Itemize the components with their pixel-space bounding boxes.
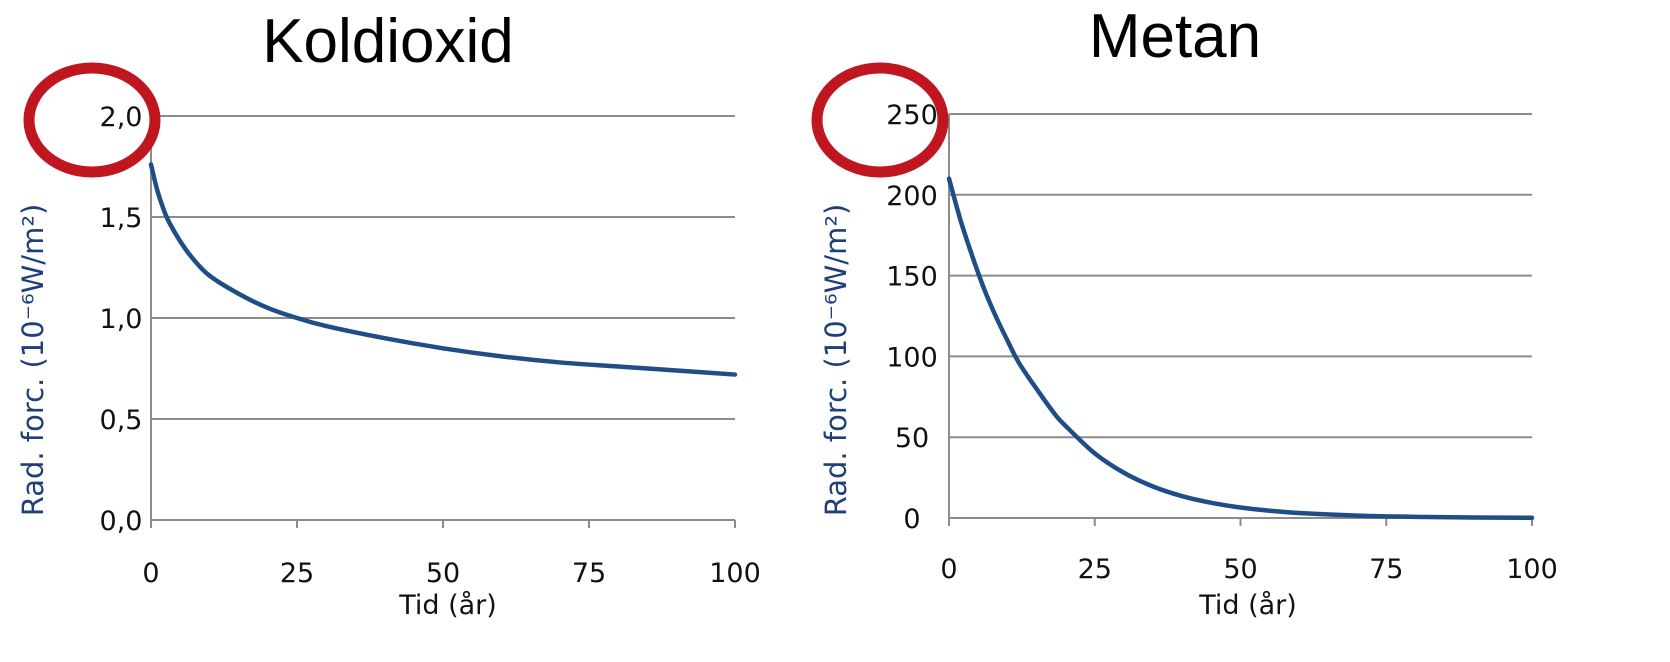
x-tick-label: 75 bbox=[1369, 554, 1403, 585]
x-tick-label: 100 bbox=[1506, 554, 1558, 585]
axes bbox=[150, 116, 736, 528]
x-axis-label: Tid (år) bbox=[398, 590, 497, 621]
chart-metan: Metan 0 50 100 150 200 250 0 25 50 75 100 Tid (år… bbox=[811, 2, 1558, 621]
y-tick-label: 50 bbox=[895, 423, 929, 454]
x-tick-label: 50 bbox=[426, 558, 460, 589]
x-tick-label: 50 bbox=[1223, 554, 1257, 585]
x-tick-label: 25 bbox=[280, 558, 314, 589]
x-tick-labels: 0 25 50 75 100 bbox=[142, 558, 760, 589]
y-axis-label: Rad. forc. (10⁻⁶W/m²) bbox=[16, 204, 50, 517]
series-line bbox=[148, 162, 738, 377]
x-axis-label: Tid (år) bbox=[1198, 590, 1297, 621]
y-tick-label: 200 bbox=[886, 181, 938, 212]
axes bbox=[948, 114, 1533, 526]
y-tick-labels: 0 50 100 150 200 250 bbox=[886, 100, 938, 535]
grid-lines bbox=[151, 115, 735, 521]
y-tick-label: 150 bbox=[886, 262, 938, 293]
y-axis-label: Rad. forc. (10⁻⁶W/m²) bbox=[819, 204, 853, 517]
x-tick-label: 100 bbox=[709, 558, 761, 589]
series-line bbox=[946, 176, 1535, 521]
y-tick-label: 100 bbox=[886, 342, 938, 373]
y-tick-label: 1,5 bbox=[100, 203, 143, 234]
highlight-circle bbox=[23, 62, 161, 178]
y-tick-label: 2,0 bbox=[100, 102, 143, 133]
y-tick-labels: 0,0 0,5 1,0 1,5 2,0 bbox=[100, 102, 143, 537]
y-tick-label: 0,5 bbox=[100, 405, 143, 436]
y-tick-label: 0,0 bbox=[100, 506, 143, 537]
x-tick-label: 0 bbox=[142, 558, 159, 589]
x-tick-label: 75 bbox=[572, 558, 606, 589]
highlight-circle bbox=[811, 62, 949, 178]
chart-koldioxid: Koldioxid 0,0 0,5 1,0 1,5 2,0 0 25 50 75 100 Tid… bbox=[16, 7, 761, 621]
grid-lines bbox=[949, 113, 1532, 519]
x-tick-label: 0 bbox=[940, 554, 957, 585]
y-tick-label: 0 bbox=[903, 504, 920, 535]
chart-title: Koldioxid bbox=[262, 7, 514, 76]
y-tick-label: 1,0 bbox=[100, 304, 143, 335]
y-tick-label: 250 bbox=[886, 100, 938, 131]
x-tick-label: 25 bbox=[1078, 554, 1112, 585]
x-tick-labels: 0 25 50 75 100 bbox=[940, 554, 1557, 585]
chart-title: Metan bbox=[1089, 2, 1261, 71]
